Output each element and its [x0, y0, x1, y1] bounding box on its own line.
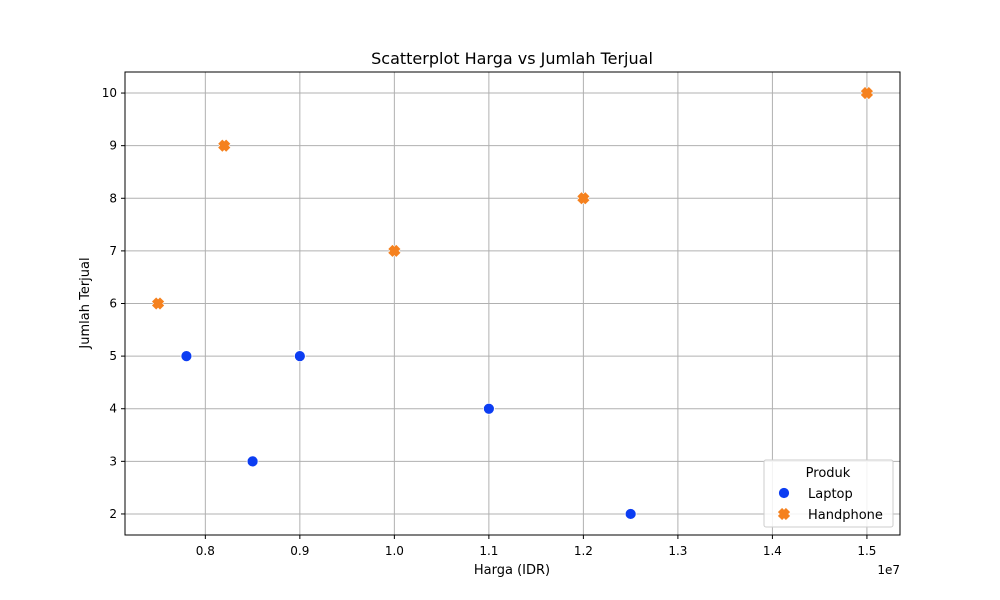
- handphone-point: [217, 138, 232, 153]
- laptop-point: [246, 455, 259, 468]
- data-points: [151, 86, 874, 520]
- legend-marker-laptop: [778, 487, 790, 499]
- y-tick-label: 6: [109, 297, 117, 311]
- x-axis-ticks: 0.8 0.9 1.0 1.1 1.2 1.3 1.4 1.5: [196, 535, 876, 558]
- x-tick-label: 0.8: [196, 544, 215, 558]
- laptop-point: [482, 402, 495, 415]
- handphone-point: [859, 86, 874, 100]
- legend-box: [763, 459, 894, 528]
- x-axis-offset-label: 1e7: [877, 563, 900, 577]
- y-tick-label: 10: [102, 86, 117, 100]
- legend-entry-laptop: Laptop: [778, 487, 853, 502]
- x-tick-label: 1.3: [668, 544, 687, 558]
- grid-lines: [125, 72, 900, 535]
- legend: Produk Laptop Handphone: [763, 459, 894, 528]
- y-axis-label: Jumlah Terjual: [78, 257, 93, 349]
- y-tick-label: 9: [109, 139, 117, 153]
- legend-marker-handphone: [777, 507, 791, 521]
- x-axis-label: Harga (IDR): [474, 563, 550, 578]
- x-tick-label: 1.4: [763, 544, 782, 558]
- series-handphone: [151, 86, 874, 311]
- legend-label-laptop: Laptop: [808, 487, 853, 502]
- legend-label-handphone: Handphone: [808, 508, 883, 523]
- x-tick-label: 1.5: [857, 544, 876, 558]
- legend-title: Produk: [806, 466, 851, 481]
- y-tick-label: 4: [109, 402, 117, 416]
- handphone-point: [151, 296, 166, 311]
- y-tick-label: 8: [109, 191, 117, 205]
- x-tick-label: 1.2: [574, 544, 593, 558]
- laptop-point: [293, 350, 306, 363]
- laptop-point: [180, 350, 193, 363]
- series-laptop: [180, 350, 637, 520]
- y-axis-ticks: 2 3 4 5 6 7 8 9 10: [102, 86, 125, 521]
- x-tick-label: 1.0: [385, 544, 404, 558]
- handphone-point: [576, 191, 591, 206]
- y-tick-label: 7: [109, 244, 117, 258]
- y-tick-label: 3: [109, 454, 117, 468]
- x-tick-label: 0.9: [290, 544, 309, 558]
- y-tick-label: 2: [109, 507, 117, 521]
- y-tick-label: 5: [109, 349, 117, 363]
- laptop-point: [624, 508, 637, 520]
- x-tick-label: 1.1: [479, 544, 498, 558]
- legend-entry-handphone: Handphone: [777, 507, 883, 523]
- legend-entries: Laptop Handphone: [777, 487, 883, 523]
- handphone-point: [387, 243, 402, 258]
- chart-title: Scatterplot Harga vs Jumlah Terjual: [371, 49, 653, 68]
